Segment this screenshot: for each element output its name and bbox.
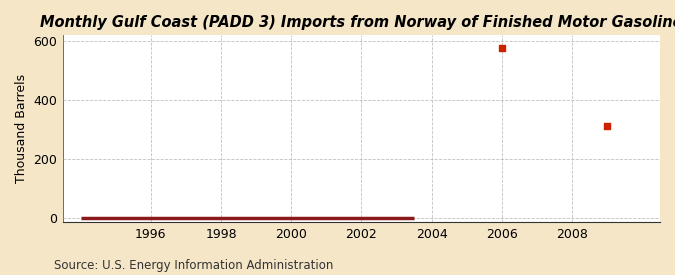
Title: Monthly Gulf Coast (PADD 3) Imports from Norway of Finished Motor Gasoline: Monthly Gulf Coast (PADD 3) Imports from… [40,15,675,30]
Point [602,124,613,128]
Text: Source: U.S. Energy Information Administration: Source: U.S. Energy Information Administ… [54,259,333,272]
Point [497,45,508,50]
Y-axis label: Thousand Barrels: Thousand Barrels [15,74,28,183]
